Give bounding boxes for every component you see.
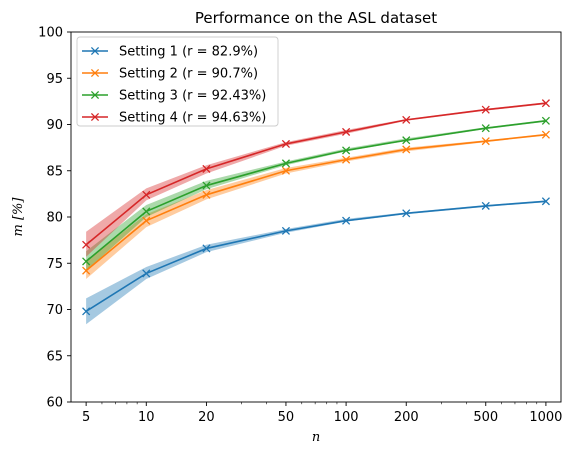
y-tick-label: 75	[46, 257, 63, 272]
series-4-point	[481, 105, 490, 114]
x-axis-label: n	[312, 430, 320, 445]
legend-label: Setting 4 (r = 94.63%)	[119, 111, 266, 126]
series-2-point	[82, 266, 91, 275]
series-1-point	[281, 226, 291, 235]
series-4-point	[402, 115, 411, 124]
series-2-point	[481, 137, 490, 146]
legend-swatch-marker	[90, 68, 100, 78]
series-2-line	[85, 133, 546, 272]
series-2-point	[142, 216, 151, 225]
chart-title: Performance on the ASL dataset	[195, 9, 437, 27]
series-4-point	[342, 127, 351, 136]
y-tick-label: 80	[46, 211, 63, 226]
series-1-point	[342, 216, 351, 225]
series-2-point	[402, 145, 411, 154]
series-2-point	[541, 130, 550, 139]
series-4-band	[86, 102, 546, 257]
y-tick-label: 90	[46, 118, 63, 133]
series-3-point	[202, 181, 211, 190]
legend-swatch-marker	[90, 46, 100, 56]
y-tick-label: 60	[46, 396, 63, 411]
series-3-point	[342, 146, 351, 155]
series-1-point	[541, 197, 550, 206]
series-1-line	[85, 200, 546, 313]
axes: 60 65 70 75 80 85 90 95 100 5 10 20 50 100 200 500 1000	[38, 26, 562, 426]
series-2-point	[202, 190, 211, 199]
x-tick-label: 1000	[529, 410, 562, 425]
y-tick-label: 85	[46, 164, 63, 179]
legend-box	[76, 36, 279, 127]
series-3-point	[402, 136, 411, 145]
series-3-point	[541, 116, 550, 125]
series-4-point	[281, 139, 291, 148]
series-4-line	[85, 102, 546, 246]
y-tick-label: 95	[46, 72, 63, 87]
series-4-point	[82, 240, 91, 249]
y-axis-label: m [%]	[11, 197, 26, 237]
x-tick-label: 5	[82, 410, 90, 425]
series-4-point	[541, 99, 550, 108]
x-tick-label: 20	[198, 410, 215, 425]
y-tick-label: 100	[38, 26, 63, 41]
series-3-line	[85, 120, 546, 263]
series-3-point	[82, 257, 91, 266]
series-4-point	[142, 190, 151, 199]
y-tick-label: 70	[46, 303, 63, 318]
x-tick-label: 10	[138, 410, 155, 425]
legend: Setting 1 (r = 82.9%) Setting 2 (r = 90.7…	[76, 36, 279, 127]
series-2-point	[281, 166, 291, 175]
plot-area	[82, 99, 550, 325]
series-3-point	[142, 207, 151, 216]
series-3-band	[86, 119, 546, 271]
series-1-point	[82, 307, 91, 316]
x-tick-label: 500	[473, 410, 498, 425]
legend-label: Setting 3 (r = 92.43%)	[119, 89, 266, 104]
y-tick-label: 65	[46, 349, 63, 364]
legend-label: Setting 1 (r = 82.9%)	[119, 45, 258, 60]
series-1-point	[202, 244, 211, 253]
legend-label: Setting 2 (r = 90.7%)	[119, 67, 258, 82]
series-1-point	[481, 201, 490, 210]
series-2-point	[342, 155, 351, 164]
legend-swatch-marker	[90, 90, 100, 100]
series-3-point	[481, 124, 490, 133]
x-tick-label: 50	[278, 410, 295, 425]
series-4-point	[202, 164, 211, 173]
series-1-point	[402, 209, 411, 218]
legend-swatch-marker	[90, 112, 100, 122]
x-tick-label: 200	[394, 410, 419, 425]
series-3-point	[281, 159, 291, 168]
series-1-point	[142, 269, 151, 278]
x-tick-label: 100	[334, 410, 359, 425]
